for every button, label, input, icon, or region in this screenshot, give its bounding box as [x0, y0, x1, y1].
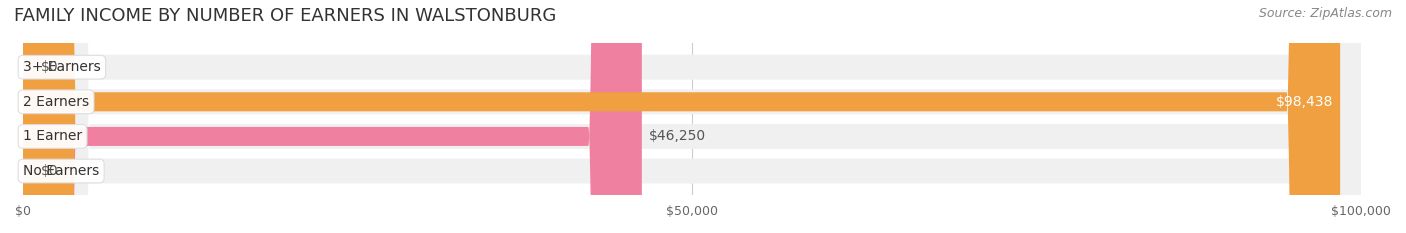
Text: No Earners: No Earners	[22, 164, 100, 178]
Text: FAMILY INCOME BY NUMBER OF EARNERS IN WALSTONBURG: FAMILY INCOME BY NUMBER OF EARNERS IN WA…	[14, 7, 557, 25]
Text: $98,438: $98,438	[1277, 95, 1333, 109]
FancyBboxPatch shape	[22, 0, 1361, 233]
FancyBboxPatch shape	[22, 0, 1340, 233]
Text: $0: $0	[41, 60, 58, 74]
FancyBboxPatch shape	[22, 0, 643, 233]
Text: Source: ZipAtlas.com: Source: ZipAtlas.com	[1258, 7, 1392, 20]
Text: 3+ Earners: 3+ Earners	[22, 60, 101, 74]
Text: $46,250: $46,250	[648, 129, 706, 144]
FancyBboxPatch shape	[22, 0, 1361, 233]
FancyBboxPatch shape	[22, 0, 1361, 233]
Text: 2 Earners: 2 Earners	[22, 95, 89, 109]
Text: $0: $0	[41, 164, 58, 178]
FancyBboxPatch shape	[22, 0, 1361, 233]
Text: 1 Earner: 1 Earner	[22, 129, 82, 144]
